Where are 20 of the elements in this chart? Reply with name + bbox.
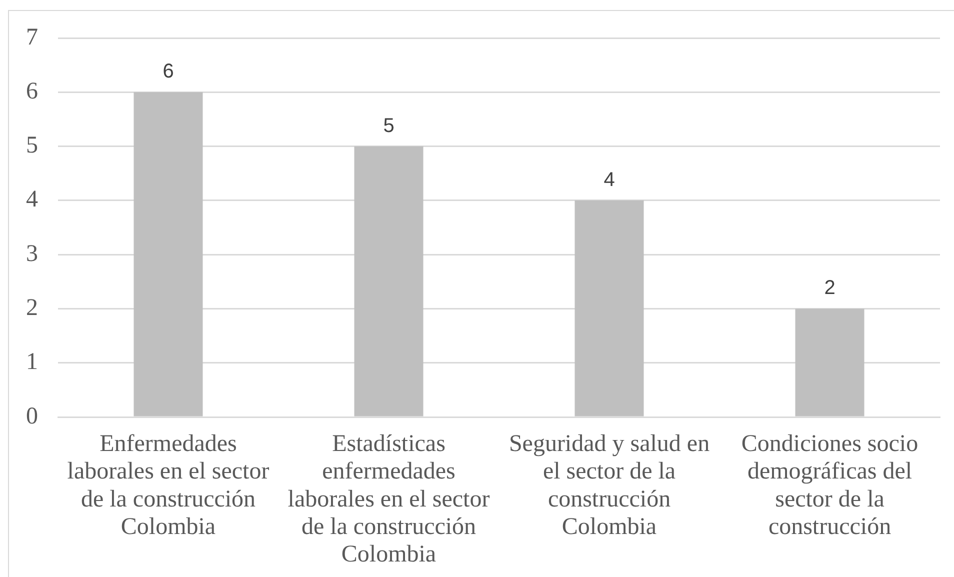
y-tick-label: 7 [26,24,38,50]
bar [795,308,864,416]
bar [574,200,644,416]
bar [134,92,203,416]
data-label: 2 [824,277,836,300]
data-label: 4 [604,168,615,191]
y-tick-label: 0 [26,403,38,430]
data-label: 5 [383,114,394,137]
x-tick-label: Seguridad y salud en el sector de la construcción Colombia [508,431,710,540]
x-tick-label: Enfermedades laborales en el sector de la construcción Colombia [67,431,270,540]
y-tick-label: 3 [26,240,38,267]
y-tick-label: 2 [26,295,38,322]
data-label: 6 [162,60,174,83]
x-tick-label: Estadísticas enfermedades laborales en el sector de la construcción Colombia [288,431,490,568]
y-tick-label: 1 [26,349,38,376]
bar [354,146,424,416]
y-tick-label: 6 [26,78,38,104]
y-tick-label: 4 [26,186,38,213]
x-tick-label: Condiciones socio demográficas del sector de la construcción [741,431,918,540]
y-tick-label: 5 [26,132,38,159]
